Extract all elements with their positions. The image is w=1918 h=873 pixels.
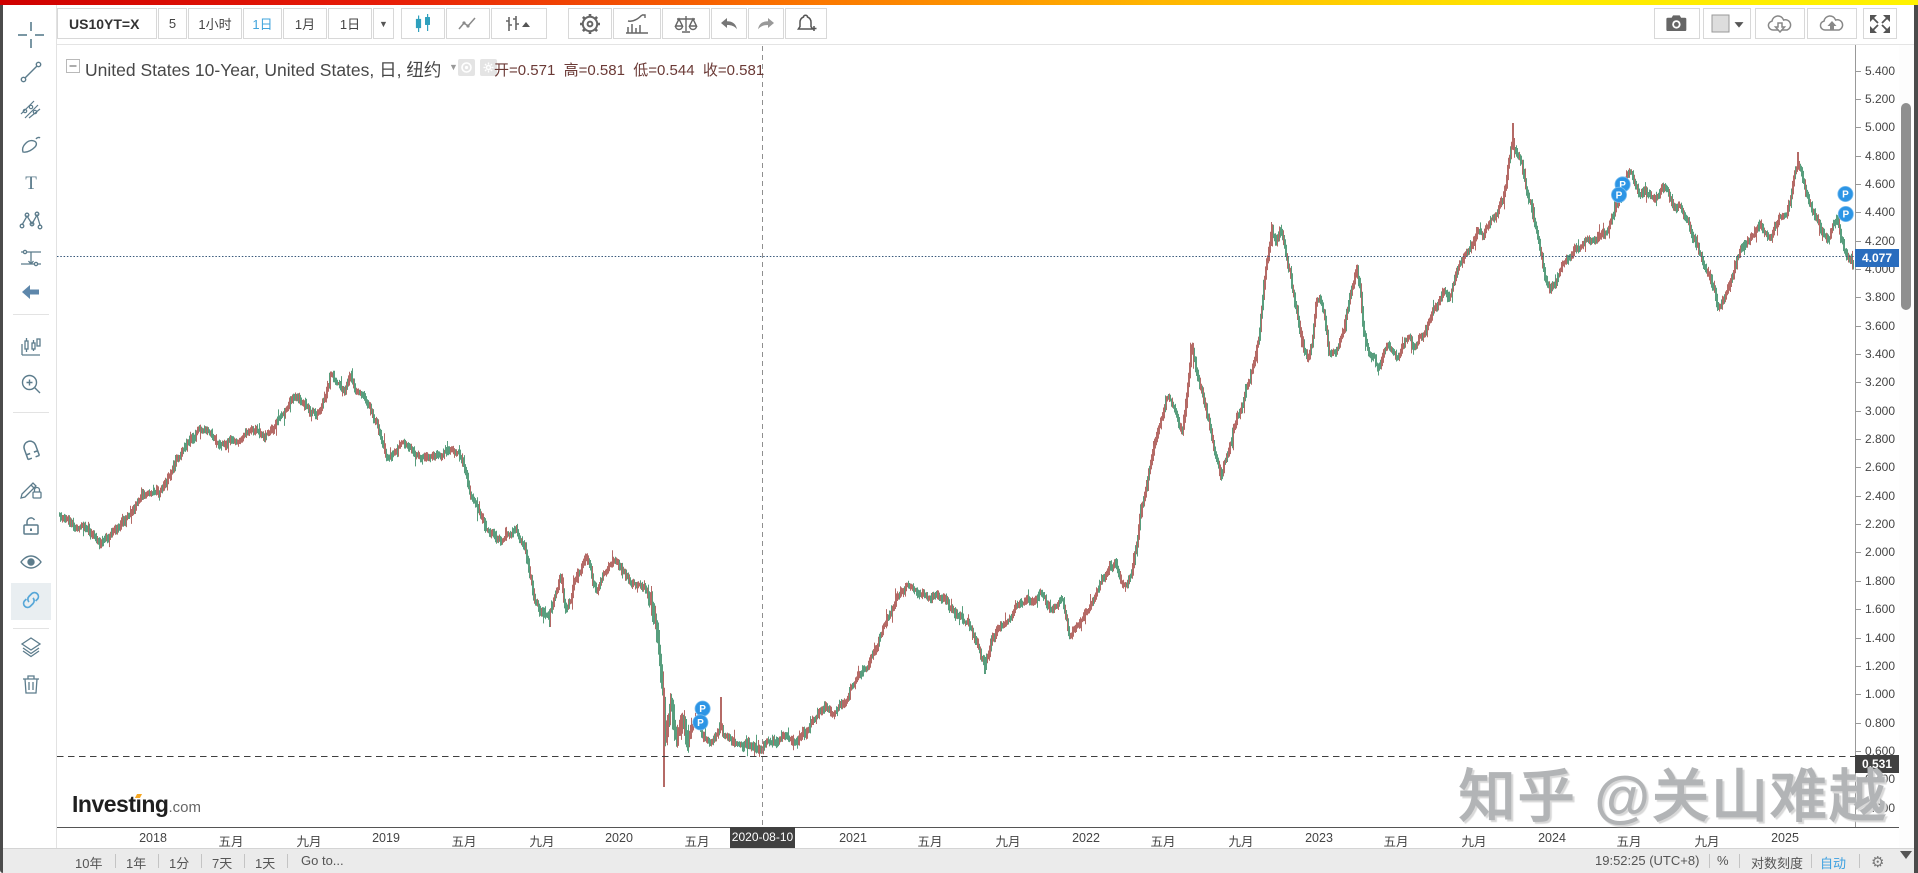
svg-text:P: P xyxy=(1842,190,1849,201)
svg-text:P: P xyxy=(699,704,706,715)
svg-text:P: P xyxy=(697,718,704,729)
svg-text:P: P xyxy=(1616,190,1623,201)
svg-text:P: P xyxy=(1619,180,1626,191)
svg-text:P: P xyxy=(1842,210,1849,221)
